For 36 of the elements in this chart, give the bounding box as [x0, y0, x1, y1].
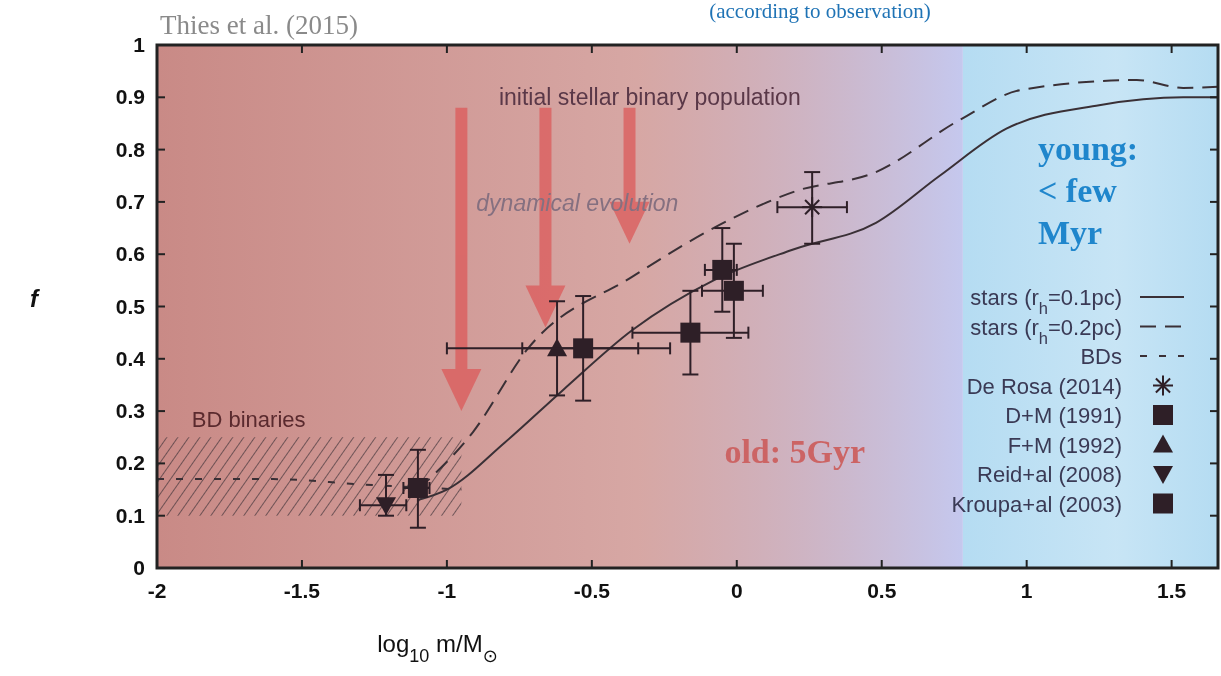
- x-tick-label: -1.5: [283, 579, 321, 602]
- y-tick-label: 0.5: [115, 294, 146, 318]
- annotation: initial stellar binary population: [498, 84, 801, 111]
- legend-label: Kroupa+al (2003): [951, 491, 1122, 517]
- y-tick-label: 0.7: [115, 189, 145, 213]
- text: (according to observation): [709, 0, 931, 23]
- x-tick-label: 0.5: [867, 579, 897, 602]
- legend-label: stars (r$_{h}$=0.2pc): [970, 314, 1122, 347]
- x-tick-label: -0.5: [573, 579, 611, 602]
- y-tick-label: 0: [133, 556, 145, 579]
- legend-label: D+M (1991): [1005, 403, 1122, 428]
- x-tick-label: 0: [730, 579, 743, 602]
- legend-label: Reid+al (2008): [977, 462, 1122, 487]
- x-tick-label: -1: [437, 579, 457, 602]
- y-tick-label: 0.3: [115, 399, 145, 423]
- x-axis-title: log$_{10}$ m/M$_{⊙}$: [377, 630, 498, 666]
- y-tick-label: 1: [133, 33, 146, 56]
- y-tick-label: 0.6: [115, 242, 145, 266]
- legend-label: stars (r$_{h}$=0.1pc): [970, 285, 1122, 317]
- annotation: dynamical evolution: [476, 189, 679, 216]
- y-tick-label: 0.9: [115, 85, 145, 109]
- y-tick-label: 0.2: [115, 451, 145, 475]
- y-tick-label: 0.1: [115, 503, 146, 527]
- y-axis-title: f: [30, 284, 40, 312]
- text: Thies et al. (2015): [160, 10, 358, 40]
- x-tick-label: -2: [147, 579, 167, 602]
- x-tick-label: 1.5: [1157, 579, 1187, 602]
- legend-label: BDs: [1080, 344, 1122, 369]
- band-label: young: < few Myr: [1038, 130, 1139, 252]
- legend-label: De Rosa (2014): [966, 373, 1122, 399]
- y-tick-label: 0.4: [115, 346, 146, 370]
- annotation: BD binaries: [191, 406, 306, 432]
- x-tick-label: 1: [1020, 579, 1033, 602]
- y-tick-label: 0.8: [115, 137, 146, 161]
- band-label: old: 5Gyr: [724, 433, 866, 471]
- legend-label: F+M (1992): [1007, 432, 1122, 458]
